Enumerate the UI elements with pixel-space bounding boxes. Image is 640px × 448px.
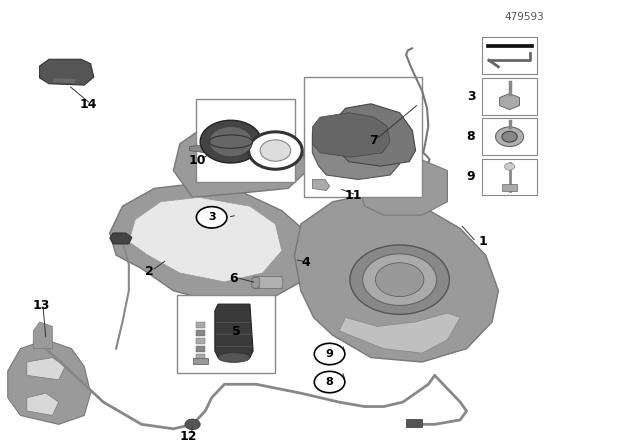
Circle shape [200,120,261,163]
FancyBboxPatch shape [483,118,537,155]
Polygon shape [189,145,209,153]
Circle shape [314,343,345,365]
Text: 13: 13 [32,298,49,311]
Polygon shape [40,59,94,85]
Polygon shape [502,184,517,190]
Text: 5: 5 [232,325,240,338]
Text: 1: 1 [478,235,487,248]
Polygon shape [336,104,415,166]
Text: 10: 10 [189,154,207,167]
Polygon shape [312,180,330,190]
Polygon shape [215,304,253,358]
Circle shape [233,150,248,160]
Circle shape [495,127,524,146]
Text: 9: 9 [326,349,333,359]
Text: 9: 9 [467,170,476,183]
Polygon shape [109,233,132,244]
Polygon shape [339,313,460,353]
Circle shape [248,132,302,169]
Polygon shape [196,354,205,360]
Text: 12: 12 [180,430,198,443]
Polygon shape [196,338,205,344]
Circle shape [185,419,200,430]
Polygon shape [129,197,282,282]
Polygon shape [312,117,399,180]
Polygon shape [27,393,59,415]
Polygon shape [252,277,259,289]
Text: 3: 3 [467,90,476,103]
Polygon shape [358,157,447,215]
Polygon shape [406,419,422,426]
Polygon shape [52,78,77,83]
Ellipse shape [218,353,250,362]
Circle shape [314,371,345,393]
Polygon shape [27,358,65,380]
FancyBboxPatch shape [177,295,275,373]
Text: 6: 6 [229,272,237,285]
Polygon shape [196,331,205,336]
Text: 11: 11 [345,190,362,202]
Text: 2: 2 [145,265,154,278]
Polygon shape [33,322,52,349]
Polygon shape [196,346,205,352]
Polygon shape [500,94,520,110]
Circle shape [260,140,291,161]
Circle shape [504,163,515,170]
FancyBboxPatch shape [483,37,537,73]
Polygon shape [196,323,205,328]
Polygon shape [109,184,314,304]
FancyBboxPatch shape [304,77,422,197]
Circle shape [209,126,252,157]
Polygon shape [252,276,283,289]
Polygon shape [486,44,534,47]
Polygon shape [173,121,307,197]
Text: 7: 7 [369,134,378,147]
FancyBboxPatch shape [196,99,294,182]
Text: 4: 4 [301,256,310,269]
Circle shape [376,263,424,297]
FancyBboxPatch shape [483,159,537,195]
Circle shape [502,131,517,142]
Text: 14: 14 [79,98,97,111]
Circle shape [363,254,436,306]
Circle shape [350,245,449,314]
Polygon shape [193,358,209,364]
Text: 8: 8 [326,377,333,387]
FancyBboxPatch shape [483,78,537,115]
Text: 8: 8 [467,130,476,143]
Circle shape [225,144,256,166]
Text: 479593: 479593 [504,12,544,22]
Polygon shape [294,193,499,362]
Text: 3: 3 [208,212,216,222]
Polygon shape [312,113,390,157]
Circle shape [196,207,227,228]
Polygon shape [8,340,91,424]
